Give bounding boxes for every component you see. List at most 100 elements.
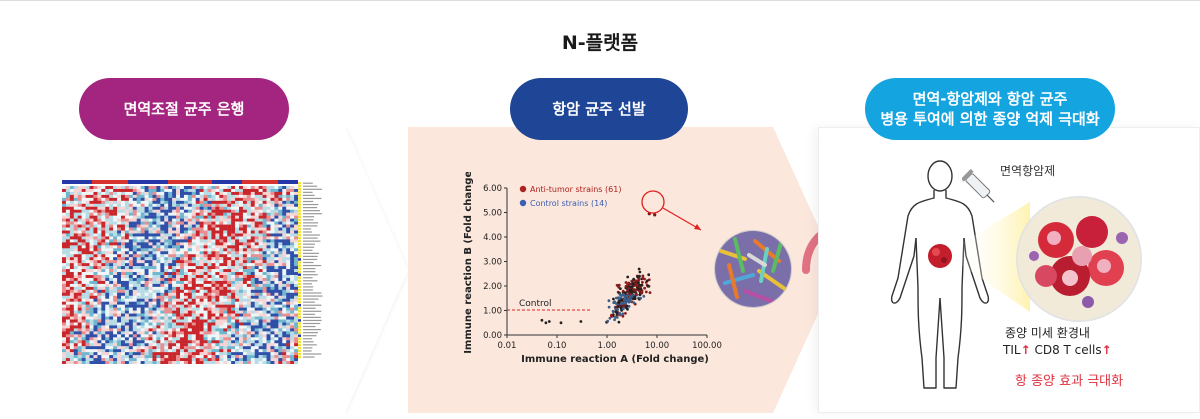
syringe-icon <box>962 168 995 203</box>
data-point <box>644 290 648 294</box>
legend-marker-control <box>519 199 527 207</box>
data-point <box>617 296 620 300</box>
x-tick-label: 0.01 <box>498 341 517 351</box>
tme-text: 종양 미세 환경내 <box>1005 326 1090 340</box>
data-point <box>544 321 548 325</box>
highlight-arrowhead <box>694 224 701 230</box>
data-point <box>607 305 611 309</box>
heatmap <box>62 180 298 364</box>
data-point <box>607 299 611 303</box>
data-point <box>615 302 618 306</box>
data-point <box>606 319 610 323</box>
cd8-label: CD8 T cells <box>1034 343 1102 357</box>
data-point <box>642 294 646 298</box>
highlight-point <box>653 213 657 217</box>
data-point <box>630 289 633 293</box>
data-point <box>617 301 621 305</box>
data-point <box>615 283 619 287</box>
data-point <box>547 320 551 323</box>
data-point <box>616 305 620 308</box>
data-point <box>646 284 650 288</box>
heatmap-cells <box>62 186 298 364</box>
data-point <box>630 285 634 289</box>
step-2-label: 항암 균주 선발 <box>552 100 646 118</box>
bacteria-image <box>714 230 792 308</box>
til-cd8-text: TIL↑ CD8 T cells↑ <box>1003 343 1112 357</box>
data-point <box>621 312 625 316</box>
data-point <box>641 274 645 278</box>
y-tick-label: 3.00 <box>483 258 502 268</box>
data-point <box>637 278 641 282</box>
data-point <box>638 283 641 287</box>
data-point <box>616 308 620 311</box>
y-tick-label: 5.00 <box>483 209 502 219</box>
step-2-pill: 항암 균주 선발 <box>510 78 688 140</box>
x-tick-label: 0.10 <box>548 341 567 351</box>
effect-text: 항 종양 효과 극대화 <box>1015 374 1124 389</box>
legend-marker-antitumor <box>519 185 527 193</box>
data-point <box>622 304 626 308</box>
highlight-circle <box>641 190 665 214</box>
data-point <box>640 283 644 287</box>
data-point <box>634 293 638 296</box>
data-point <box>618 312 622 316</box>
data-point <box>615 316 619 319</box>
data-point <box>638 293 642 297</box>
data-point <box>620 293 624 297</box>
data-point <box>631 282 635 286</box>
data-point <box>620 298 623 302</box>
data-point <box>639 287 643 291</box>
data-point <box>540 318 544 322</box>
til-up-arrow: ↑ <box>1020 343 1031 357</box>
data-point <box>624 301 628 305</box>
data-point <box>579 320 583 323</box>
data-point <box>624 291 627 294</box>
x-tick-label: 1.00 <box>598 341 617 351</box>
data-point <box>639 296 642 300</box>
data-point <box>645 279 649 283</box>
data-point <box>617 285 621 289</box>
drug-label: 면역항암제 <box>1000 164 1056 178</box>
zoom-beam <box>960 202 1030 312</box>
data-point <box>613 318 616 322</box>
step-1-pill: 면역조절 균주 은행 <box>79 78 289 140</box>
data-point <box>643 286 646 290</box>
data-point <box>641 277 645 280</box>
step-1-label: 면역조절 균주 은행 <box>123 100 245 118</box>
data-point <box>624 312 627 315</box>
data-point <box>647 273 651 277</box>
data-point <box>559 321 563 325</box>
heatmap-labels <box>298 182 323 359</box>
data-point <box>612 301 616 304</box>
data-point <box>636 275 640 279</box>
data-point <box>632 277 636 281</box>
step-3-pill: 면역-항암제와 항암 균주 병용 투여에 의한 종양 억제 극대화 <box>865 78 1115 140</box>
cd8-up-arrow: ↑ <box>1101 343 1112 357</box>
data-point <box>625 298 629 302</box>
control-label: Control <box>519 299 552 309</box>
data-point <box>638 270 642 274</box>
legend-antitumor: Anti-tumor strains (61) <box>530 185 621 194</box>
data-point <box>636 287 640 291</box>
til-label: TIL <box>1003 343 1021 357</box>
data-point <box>632 301 636 305</box>
heatmap-header <box>62 180 298 184</box>
page-title: N-플랫폼 <box>561 32 639 54</box>
data-point <box>624 281 628 284</box>
data-point <box>608 316 612 320</box>
data-point <box>626 307 629 311</box>
data-point <box>621 289 625 293</box>
y-tick-label: 0.00 <box>483 331 502 341</box>
data-point <box>610 313 613 317</box>
data-point <box>628 298 632 302</box>
data-point <box>628 292 632 296</box>
legend-control: Control strains (14) <box>530 199 607 208</box>
step-3-label-line2: 병용 투여에 의한 종양 억제 극대화 <box>880 110 1100 128</box>
x-axis-label: Immune reaction A (Fold change) <box>521 354 709 365</box>
data-point <box>626 289 629 293</box>
data-point <box>625 304 629 308</box>
panel-strain-selection <box>408 127 838 413</box>
highlight-arrow <box>662 207 702 231</box>
step-3-label-line1: 면역-항암제와 항암 균주 <box>912 90 1068 108</box>
data-point <box>648 291 652 294</box>
